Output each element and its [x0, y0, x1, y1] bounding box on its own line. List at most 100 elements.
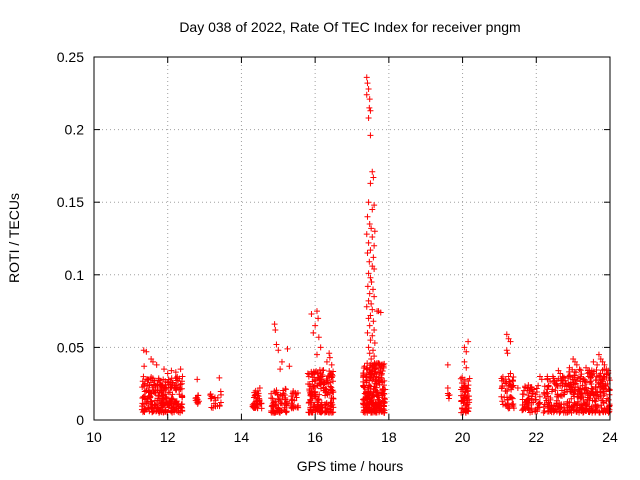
data-point — [588, 381, 595, 388]
data-point — [532, 407, 539, 414]
data-point — [315, 334, 322, 341]
data-point — [211, 394, 218, 401]
data-point — [276, 396, 283, 403]
data-point — [304, 370, 311, 377]
data-point — [558, 387, 565, 394]
data-point — [575, 386, 582, 393]
data-point — [147, 375, 154, 382]
data-point — [457, 375, 464, 382]
data-point — [328, 402, 335, 409]
data-point — [541, 401, 548, 408]
data-point — [288, 400, 295, 407]
y-tick-label: 0.05 — [57, 339, 84, 355]
data-point — [565, 373, 572, 380]
data-point — [364, 364, 371, 371]
data-point — [598, 404, 605, 411]
data-point — [316, 381, 323, 388]
data-point — [284, 345, 291, 352]
data-point — [593, 389, 600, 396]
data-point — [316, 375, 323, 382]
data-point — [567, 388, 574, 395]
data-point — [373, 389, 380, 396]
data-point — [179, 408, 186, 415]
data-point — [444, 385, 451, 392]
data-point — [160, 393, 167, 400]
data-point — [363, 371, 370, 378]
data-point — [360, 370, 367, 377]
data-point — [158, 400, 165, 407]
data-point — [529, 389, 536, 396]
data-point — [502, 380, 509, 387]
data-point — [179, 392, 186, 399]
data-point — [162, 381, 169, 388]
axes: 10 12 14 16 18 20 22 24 0 0.05 0.1 0.15 0.2 0.25 — [57, 49, 618, 445]
data-point — [281, 404, 288, 411]
data-point — [323, 358, 330, 365]
data-point — [212, 397, 219, 404]
data-point — [508, 394, 515, 401]
data-point — [371, 202, 378, 209]
data-point — [369, 332, 376, 339]
data-point — [379, 385, 386, 392]
data-point — [363, 231, 370, 238]
data-point — [459, 388, 466, 395]
data-point — [507, 338, 514, 345]
data-point — [277, 366, 284, 373]
data-point — [378, 361, 385, 368]
data-point — [283, 408, 290, 415]
data-point — [177, 381, 184, 388]
data-point — [571, 393, 578, 400]
data-point — [366, 322, 373, 329]
data-point — [459, 404, 466, 411]
data-point — [139, 409, 146, 416]
data-point — [535, 382, 542, 389]
data-point — [604, 395, 611, 402]
data-point — [140, 393, 147, 400]
data-point — [271, 408, 278, 415]
data-point — [528, 384, 535, 391]
data-point — [458, 392, 465, 399]
data-point — [368, 356, 375, 363]
data-point — [367, 107, 374, 114]
data-point — [305, 409, 312, 416]
y-tick-label: 0.15 — [57, 194, 84, 210]
data-point — [538, 376, 545, 383]
data-point — [325, 389, 332, 396]
data-point — [369, 206, 376, 213]
data-point — [572, 380, 579, 387]
data-point — [372, 376, 379, 383]
data-point — [592, 384, 599, 391]
data-point — [367, 132, 374, 139]
data-point — [365, 239, 372, 246]
data-point — [275, 347, 282, 354]
data-point — [592, 401, 599, 408]
data-point — [272, 326, 279, 333]
data-point — [320, 378, 327, 385]
data-point — [373, 364, 380, 371]
x-tick-label: 12 — [160, 429, 176, 445]
data-point — [312, 378, 319, 385]
data-point — [528, 393, 535, 400]
data-point — [557, 370, 564, 377]
data-point — [551, 380, 558, 387]
data-point — [208, 393, 215, 400]
data-point — [593, 377, 600, 384]
data-point — [498, 393, 505, 400]
data-point — [373, 373, 380, 380]
data-point — [146, 394, 153, 401]
data-point — [368, 402, 375, 409]
data-point — [576, 366, 583, 373]
data-point — [365, 199, 372, 206]
data-point — [558, 404, 565, 411]
data-point — [326, 350, 333, 357]
data-point — [368, 367, 375, 374]
data-point — [506, 378, 513, 385]
data-point — [153, 382, 160, 389]
data-point — [510, 374, 517, 381]
data-point — [578, 371, 585, 378]
data-point — [317, 374, 324, 381]
data-point — [552, 387, 559, 394]
data-point — [195, 392, 202, 399]
data-point — [524, 396, 531, 403]
data-point — [458, 409, 465, 416]
